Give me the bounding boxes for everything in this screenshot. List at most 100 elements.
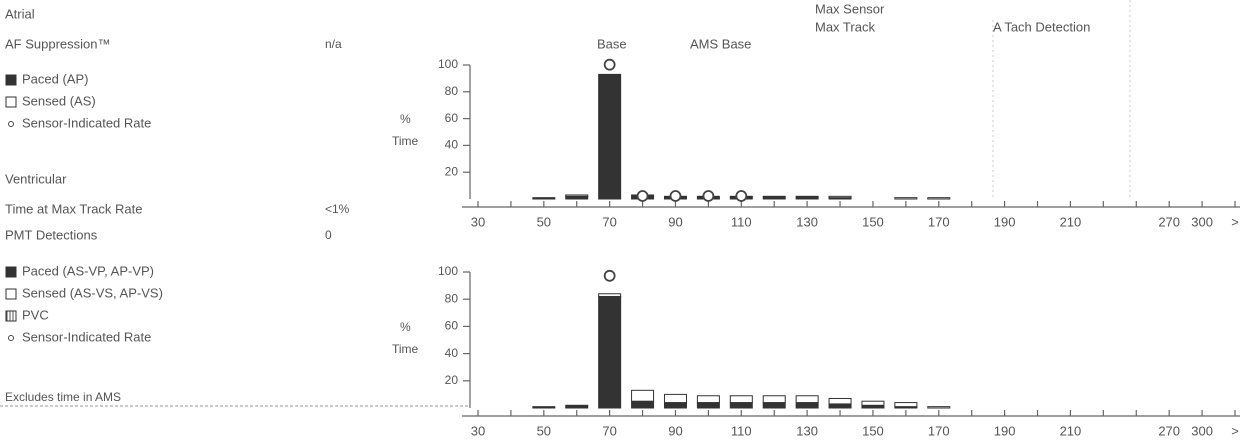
y-axis-label: % [400, 320, 411, 334]
sensor-marker [669, 190, 682, 202]
x-tick-label: 210 [1060, 214, 1082, 229]
legend-label: Sensed (AS-VS, AP-VS) [22, 285, 163, 300]
bar [828, 195, 852, 199]
legend-marker [5, 288, 17, 300]
x-tick-label: 70 [602, 214, 616, 229]
x-tick-label: 300 [1191, 423, 1213, 438]
bar [828, 403, 852, 409]
y-tick-label: 80 [445, 291, 459, 305]
x-tick-label: 30 [471, 423, 485, 438]
x-tick-label: 110 [731, 214, 752, 229]
y-axis-label: % [400, 112, 411, 126]
x-tick-label: 300 [1191, 214, 1213, 229]
bar [795, 402, 819, 409]
bar [861, 400, 885, 406]
bar [729, 395, 753, 404]
x-tick-label: > [1231, 214, 1239, 229]
bar [927, 197, 951, 200]
bar [795, 395, 819, 404]
x-tick-label: 270 [1158, 423, 1180, 438]
annotation: Max Sensor [815, 1, 885, 16]
legend-label: Sensor-Indicated Rate [22, 329, 151, 344]
max-track-value: <1% [325, 202, 350, 216]
bar [565, 194, 589, 197]
bar [762, 402, 786, 409]
x-tick-label: > [1231, 423, 1239, 438]
y-tick-label: 60 [445, 319, 459, 333]
y-tick-label: 60 [445, 111, 459, 125]
x-tick-label: 50 [537, 423, 551, 438]
y-tick-label: 20 [445, 164, 459, 178]
x-tick-label: 130 [796, 214, 818, 229]
bar [696, 395, 720, 404]
bar [598, 73, 622, 200]
x-tick-label: 90 [668, 214, 682, 229]
sensor-marker [603, 58, 616, 71]
legend-label: Paced (AS-VP, AP-VP) [22, 263, 154, 278]
bar [631, 389, 655, 402]
bar [729, 402, 753, 409]
bar [532, 197, 556, 200]
x-tick-label: 170 [928, 423, 950, 438]
y-tick-label: 40 [445, 346, 459, 360]
y-axis-label: Time [392, 342, 419, 356]
legend-marker [8, 121, 14, 127]
y-tick-label: 100 [438, 264, 458, 278]
annotation: AMS Base [690, 36, 751, 51]
max-track-label: Time at Max Track Rate [5, 201, 143, 216]
sensor-marker [636, 190, 649, 202]
bar [762, 395, 786, 404]
footnote: Excludes time in AMS [5, 390, 121, 404]
sensor-marker [603, 269, 616, 282]
bar [894, 402, 918, 408]
x-tick-label: 190 [994, 423, 1016, 438]
legend-label: Sensed (AS) [22, 93, 96, 108]
bar [894, 197, 918, 200]
x-tick-label: 210 [1060, 423, 1082, 438]
bar [598, 295, 622, 409]
x-tick-label: 50 [537, 214, 551, 229]
y-tick-label: 40 [445, 138, 459, 152]
bar [795, 195, 819, 200]
legend-marker [5, 96, 17, 108]
af-suppression-value: n/a [325, 37, 342, 51]
annotation: A Tach Detection [993, 19, 1090, 34]
x-tick-label: 190 [994, 214, 1016, 229]
y-axis-label: Time [392, 134, 419, 148]
annotation: Max Track [815, 19, 875, 34]
legend-label: Sensor-Indicated Rate [22, 115, 151, 130]
x-tick-label: 270 [1158, 214, 1180, 229]
legend-marker [5, 310, 17, 322]
sensor-marker [735, 190, 748, 202]
bar [565, 404, 589, 409]
annotation: Base [597, 36, 627, 51]
x-tick-label: 110 [731, 423, 752, 438]
y-tick-label: 20 [445, 373, 459, 387]
x-tick-label: 170 [928, 214, 950, 229]
sensor-marker [702, 190, 715, 202]
bar [927, 406, 951, 409]
legend-marker [8, 335, 14, 341]
y-tick-label: 100 [438, 57, 458, 71]
ventricular-heading: Ventricular [5, 171, 67, 186]
bar [696, 402, 720, 409]
x-tick-label: 150 [862, 214, 884, 229]
bar [598, 293, 622, 297]
x-tick-label: 130 [796, 423, 818, 438]
bar [532, 406, 556, 409]
af-suppression-label: AF Suppression™ [5, 36, 111, 51]
pmt-label: PMT Detections [5, 227, 98, 242]
y-tick-label: 80 [445, 84, 459, 98]
bar [631, 400, 655, 409]
bar [828, 397, 852, 405]
x-tick-label: 150 [862, 423, 884, 438]
bar [663, 402, 687, 409]
legend-label: Paced (AP) [22, 71, 88, 86]
x-tick-label: 70 [602, 423, 616, 438]
pmt-value: 0 [325, 228, 332, 242]
legend-marker [5, 74, 17, 86]
legend-marker [5, 266, 17, 278]
x-tick-label: 90 [668, 423, 682, 438]
atrial-heading: Atrial [5, 6, 35, 21]
